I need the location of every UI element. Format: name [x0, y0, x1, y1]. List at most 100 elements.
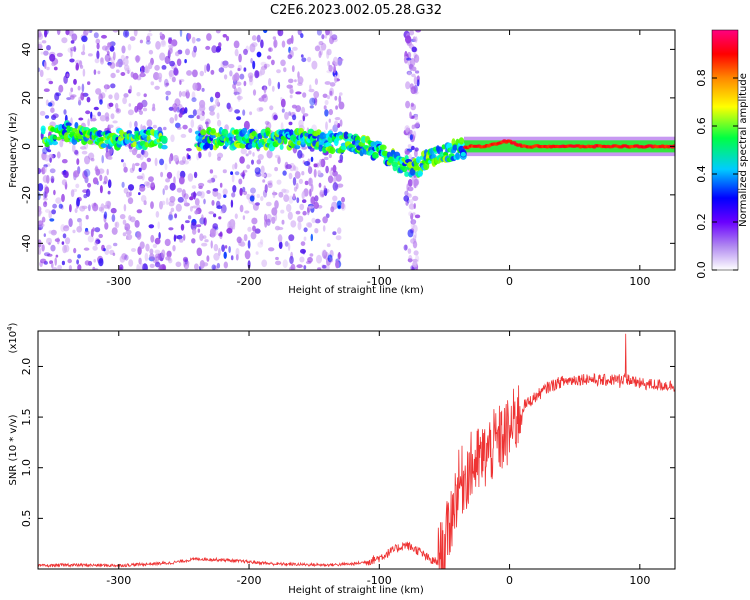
spectrogram-noise-point — [95, 168, 101, 176]
spectrogram-noise-point — [209, 110, 215, 116]
spectrogram-noise-point — [53, 66, 58, 71]
spectrogram-noise-point — [341, 196, 345, 203]
colorbar-tick-label: 0.4 — [695, 165, 708, 183]
spectrogram-noise-point — [332, 182, 338, 191]
spectrogram-noise-point — [288, 121, 293, 126]
spectrogram-y-tick-label: -40 — [20, 234, 33, 252]
spectrogram-noise-point — [38, 67, 41, 73]
spectrogram-noise-point — [407, 144, 412, 149]
spectrogram-noise-point — [128, 103, 132, 107]
spectrogram-noise-point — [158, 232, 161, 240]
spectrogram-noise-point — [100, 206, 105, 213]
spectrogram-noise-point — [122, 232, 127, 237]
spectrogram-ridge-point — [209, 143, 214, 151]
spectrogram-noise-point — [323, 156, 329, 161]
spectrogram-ridge-point — [392, 164, 398, 172]
spectrogram-noise-point — [38, 30, 42, 38]
spectrogram-noise-point — [185, 260, 190, 266]
spectrogram-noise-point — [51, 263, 54, 268]
spectrogram-noise-point — [338, 159, 343, 164]
spectrogram-noise-point — [136, 102, 144, 110]
spectrogram-noise-point — [175, 122, 181, 129]
spectrogram-noise-point — [173, 67, 179, 76]
spectrogram-ridge-point — [379, 144, 387, 151]
spectrogram-noise-point — [48, 153, 54, 159]
spectrogram-noise-point — [98, 206, 103, 212]
spectrogram-noise-point — [86, 96, 91, 103]
spectrogram-noise-point — [157, 72, 163, 80]
spectrogram-noise-point — [287, 54, 293, 60]
spectrogram-noise-point — [314, 97, 318, 106]
spectrogram-noise-point — [300, 241, 306, 247]
spectrogram-noise-point — [172, 245, 176, 252]
spectrogram-noise-point — [251, 159, 254, 165]
spectrogram-noise-point — [316, 254, 322, 264]
spectrogram-noise-point — [214, 230, 219, 236]
spectrogram-noise-point — [38, 43, 43, 50]
spectrogram-noise-point — [329, 30, 333, 38]
spectrogram-noise-point — [70, 189, 75, 198]
spectrogram-noise-point — [231, 173, 235, 183]
spectrogram-x-tick-label: -200 — [237, 275, 262, 288]
spectrogram-noise-point — [170, 134, 175, 143]
spectrogram-noise-point — [232, 222, 236, 230]
spectrogram-noise-point — [411, 178, 415, 186]
spectrogram-noise-point — [244, 250, 251, 260]
spectrogram-noise-point — [78, 99, 82, 106]
spectrogram-noise-point — [325, 165, 329, 174]
spectrogram-noise-point — [122, 162, 127, 168]
spectrogram-noise-point — [282, 259, 288, 269]
spectrogram-noise-point — [263, 63, 270, 68]
spectrogram-noise-point — [216, 152, 224, 159]
spectrogram-noise-point — [268, 247, 275, 252]
spectrogram-noise-point — [99, 99, 103, 105]
spectrogram-noise-point — [66, 73, 69, 78]
spectrogram-noise-point — [267, 47, 273, 53]
spectrogram-ridge-point — [340, 145, 348, 150]
spectrogram-noise-point — [80, 92, 85, 101]
spectrogram-noise-point — [263, 86, 267, 94]
spectrogram-noise-point — [297, 215, 304, 223]
spectrogram-noise-point — [415, 255, 420, 263]
spectrogram-noise-point — [142, 107, 148, 112]
spectrogram-noise-point — [323, 105, 327, 110]
spectrogram-noise-point — [409, 30, 415, 36]
spectrogram-noise-point — [277, 226, 284, 231]
spectrogram-noise-point — [311, 60, 318, 70]
spectrogram-noise-point — [332, 56, 339, 65]
spectrogram-noise-point — [185, 220, 190, 224]
spectrogram-noise-point — [262, 179, 266, 183]
spectrogram-noise-point — [314, 78, 318, 85]
spectrogram-noise-point — [290, 220, 297, 228]
spectrogram-noise-point — [154, 157, 158, 167]
spectrogram-noise-point — [313, 91, 320, 99]
spectrogram-noise-point — [265, 173, 272, 178]
spectrogram-noise-point — [204, 121, 209, 125]
spectrogram-noise-point — [175, 203, 182, 212]
spectrogram-noise-point — [286, 204, 292, 212]
spectrogram-noise-point — [212, 174, 218, 179]
spectrogram-noise-point — [76, 197, 80, 207]
spectrogram-noise-point — [74, 208, 78, 214]
spectrogram-noise-point — [139, 241, 145, 249]
spectrogram-noise-point — [218, 42, 222, 48]
spectrogram-noise-point — [310, 156, 314, 162]
spectrogram-noise-point — [134, 220, 140, 228]
spectrogram-noise-point — [213, 213, 217, 218]
spectrogram-noise-point — [80, 146, 87, 150]
spectrogram-noise-point — [280, 59, 286, 67]
spectrogram-noise-point — [115, 108, 121, 114]
spectrogram-noise-point — [187, 33, 192, 40]
spectrogram-noise-point — [409, 111, 412, 119]
spectrogram-noise-point — [110, 72, 116, 79]
spectrogram-noise-point — [164, 78, 169, 88]
spectrogram-noise-point — [338, 251, 341, 260]
spectrogram-noise-point — [176, 235, 183, 240]
spectrogram-noise-point — [48, 210, 52, 219]
spectrogram-noise-point — [101, 244, 105, 252]
spectrogram-noise-point — [54, 257, 57, 266]
spectrogram-noise-point — [274, 154, 281, 159]
spectrogram-noise-point — [168, 69, 175, 78]
spectrogram-noise-point — [218, 216, 222, 220]
spectrogram-noise-point — [281, 188, 287, 193]
